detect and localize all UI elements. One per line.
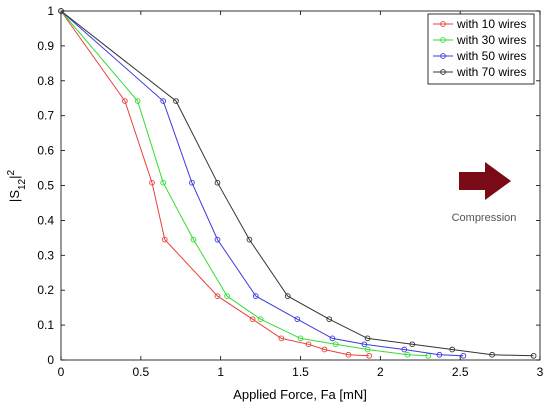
y-tick-label: 0.4 — [37, 213, 54, 227]
data-point — [246, 236, 253, 243]
data-point — [189, 179, 195, 186]
legend-item: with 50 wires — [433, 49, 526, 63]
data-point — [364, 335, 371, 342]
data-point — [345, 351, 352, 358]
data-point — [409, 341, 416, 348]
data-point — [364, 346, 371, 353]
data-point — [149, 179, 155, 186]
data-point — [361, 341, 368, 348]
series-2 — [58, 8, 432, 359]
data-point — [122, 98, 128, 104]
data-point — [329, 335, 336, 342]
series-line — [60, 10, 464, 357]
y-axis-label-sup: 2 — [6, 169, 17, 175]
data-point — [190, 236, 197, 243]
data-point — [326, 316, 333, 323]
x-tick-label: 1.5 — [292, 365, 309, 379]
y-tick-label: 0.2 — [37, 283, 54, 297]
x-tick-label: 0 — [58, 365, 65, 379]
y-axis-label: |S12|2 — [6, 169, 28, 202]
series-4 — [58, 8, 537, 359]
data-point — [160, 179, 167, 186]
data-point — [214, 179, 221, 186]
data-point — [530, 352, 537, 359]
legend-label: with 70 wires — [456, 65, 526, 79]
data-point — [284, 293, 291, 299]
arrow-right-icon — [459, 162, 511, 200]
data-point — [252, 293, 259, 299]
legend-swatch-marker — [440, 21, 446, 27]
x-tick-label: 1 — [217, 365, 224, 379]
series-line — [60, 10, 370, 357]
data-point — [460, 352, 467, 359]
data-point — [278, 335, 285, 342]
data-point — [249, 316, 256, 323]
y-tick-label: 0.5 — [37, 179, 54, 193]
data-point — [160, 98, 167, 104]
x-tick-label: 3 — [537, 365, 544, 379]
series-layer — [58, 8, 537, 359]
y-tick-label: 0.1 — [37, 318, 54, 332]
data-point — [366, 352, 373, 359]
data-point — [404, 351, 411, 358]
data-point — [436, 351, 443, 358]
data-point — [134, 98, 141, 104]
y-tick-label: 0.3 — [37, 248, 54, 262]
legend-item: with 30 wires — [433, 33, 526, 47]
series-line — [60, 10, 534, 357]
data-point — [58, 8, 64, 14]
legend-label: with 50 wires — [456, 49, 526, 63]
x-axis-ticks: 0 0.5 1 1.5 2 2.5 3 — [58, 11, 544, 379]
legend-label: with 10 wires — [456, 17, 526, 31]
compression-label: Compression — [452, 212, 517, 224]
series-line — [60, 10, 429, 357]
y-axis-ticks: 0 0.1 0.2 0.3 0.4 0.5 0.6 0.7 0.8 0.9 1 — [37, 4, 540, 367]
legend-label: with 30 wires — [456, 33, 526, 47]
x-tick-label: 2 — [377, 365, 384, 379]
data-point — [161, 236, 168, 243]
data-point — [401, 346, 408, 353]
data-point — [294, 316, 301, 323]
data-point — [305, 341, 312, 348]
data-point — [257, 316, 264, 323]
data-point — [214, 236, 221, 243]
y-tick-label: 0.8 — [37, 74, 54, 88]
x-axis-label: Applied Force, Fa [mN] — [233, 387, 367, 402]
y-tick-label: 0.6 — [37, 144, 54, 158]
y-tick-label: 0.7 — [37, 109, 54, 123]
data-point — [489, 351, 495, 358]
data-point — [214, 293, 221, 299]
data-point — [224, 293, 230, 299]
data-point — [332, 341, 339, 348]
y-tick-label: 0 — [47, 353, 54, 367]
legend-item: with 10 wires — [433, 17, 526, 31]
legend-swatch-marker — [440, 53, 446, 59]
legend-swatch-marker — [440, 69, 446, 75]
legend: with 10 wires with 30 wires with 50 wires w… — [427, 13, 535, 85]
y-axis-label-close: | — [7, 175, 22, 178]
series-3 — [58, 8, 467, 359]
data-point — [449, 346, 456, 353]
compression-annotation: Compression — [452, 162, 517, 224]
y-tick-label: 0.9 — [37, 39, 54, 53]
y-axis-label-base: |S — [7, 190, 22, 202]
data-point — [173, 98, 179, 104]
data-point — [321, 346, 328, 353]
data-point — [297, 335, 304, 342]
x-tick-label: 0.5 — [132, 365, 149, 379]
x-tick-label: 2.5 — [452, 365, 469, 379]
legend-item: with 70 wires — [433, 65, 526, 79]
y-tick-label: 1 — [47, 4, 54, 18]
y-axis-label-sub: 12 — [17, 178, 28, 190]
legend-swatch-marker — [440, 37, 446, 43]
